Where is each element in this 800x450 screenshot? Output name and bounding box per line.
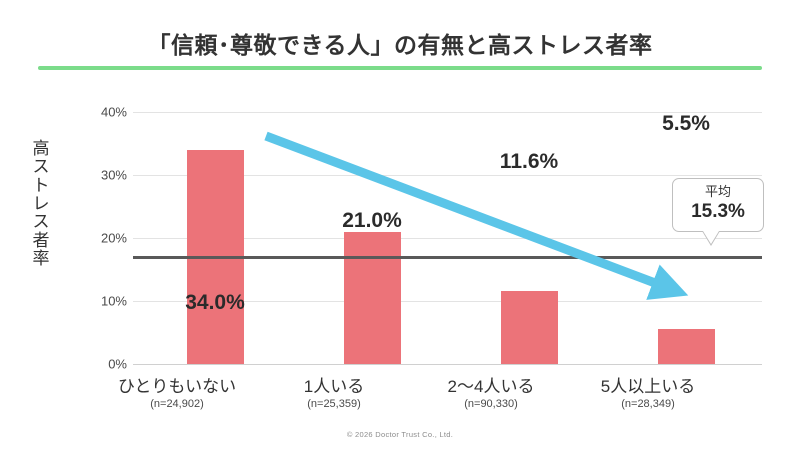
x-category-sample-size: (n=28,349) [621, 398, 675, 411]
y-tick-label: 30% [100, 167, 127, 183]
y-tick-label: 40% [100, 104, 127, 120]
page-title: 「信頼･尊敬できる人」の有無と高ストレス者率 [147, 32, 653, 58]
average-callout-label: 平均 [704, 184, 731, 199]
x-category-label: ひとりもいない [117, 377, 237, 396]
bar-value-2: 11.6% [499, 150, 559, 174]
y-tick-label: 10% [100, 293, 127, 309]
x-category-label: 2〜4人いる [447, 377, 535, 396]
x-category-0: ひとりもいない (n=24,902) [87, 376, 267, 413]
x-category-label: 1人いる [303, 377, 365, 396]
y-tick-label: 20% [100, 230, 127, 246]
average-callout-value: 15.3% [691, 201, 745, 223]
y-axis-title: 高ストレス者率 [32, 139, 50, 269]
bar-1[interactable] [344, 231, 401, 364]
gridline [133, 301, 762, 302]
x-category-sample-size: (n=25,359) [307, 398, 361, 411]
y-axis-ticks: 40% 30% 20% 10% 0% [77, 105, 127, 372]
average-line [133, 255, 762, 259]
bar-value-0: 34.0% [185, 291, 245, 315]
bar-2[interactable] [501, 290, 558, 364]
bar-value-1: 21.0% [342, 209, 402, 233]
x-axis-line [133, 364, 762, 365]
x-category-sample-size: (n=90,330) [464, 398, 518, 411]
bar-value-3: 5.5% [662, 111, 710, 135]
bar-3[interactable] [658, 329, 715, 364]
callout-tail-fill [703, 231, 719, 244]
x-category-2: 2〜4人いる (n=90,330) [401, 376, 581, 413]
average-callout: 平均 15.3% [672, 178, 764, 246]
title-accent-rule [38, 66, 762, 70]
x-category-3: 5人以上いる (n=28,349) [558, 376, 738, 413]
x-category-sample-size: (n=24,902) [150, 398, 204, 411]
gridline [133, 112, 762, 113]
x-category-1: 1人いる (n=25,359) [244, 376, 424, 413]
x-category-label: 5人以上いる [600, 377, 696, 396]
y-tick-label: 0% [108, 356, 127, 372]
copyright-footer: © 2026 Doctor Trust Co., Ltd. [346, 430, 454, 439]
plot-area: 34.0% 21.0% 11.6% 5.5% [133, 111, 762, 365]
